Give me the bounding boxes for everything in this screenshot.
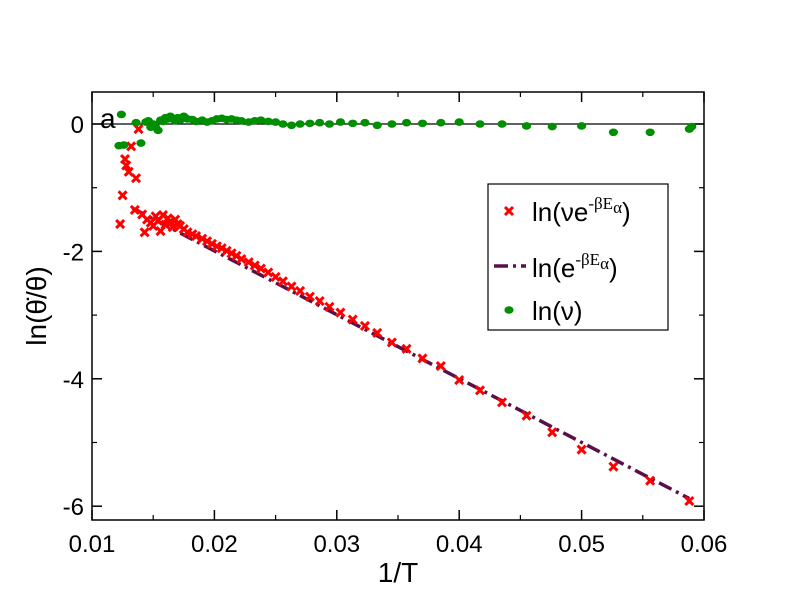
x-tick-label: 0.01 — [69, 531, 116, 558]
red-cross-point — [372, 327, 383, 338]
green-dot-point — [687, 122, 697, 131]
series-rate-crosses — [115, 124, 695, 507]
green-dot-point — [335, 118, 346, 126]
red-cross-point — [645, 475, 656, 486]
green-dot-point — [136, 139, 146, 147]
red-cross-point — [335, 307, 346, 318]
fit-line-segment — [131, 206, 691, 501]
x-tick-label: 0.05 — [558, 531, 605, 558]
green-dot-point — [236, 117, 246, 125]
red-cross-point — [547, 427, 558, 438]
green-dot-point — [315, 118, 325, 127]
red-cross-point — [286, 281, 297, 292]
red-cross-point — [270, 271, 281, 282]
y-tick-label: 0 — [71, 112, 84, 139]
green-dot-point — [577, 122, 587, 130]
legend: ln(νe-βEα) ln(e-βEα) ln(ν) — [487, 183, 669, 331]
legend-box — [487, 183, 669, 331]
green-dot-point — [116, 110, 126, 119]
red-cross-point — [117, 190, 128, 201]
x-tick-label: 0.02 — [191, 531, 238, 558]
green-dot-point — [153, 126, 163, 135]
red-cross-point — [129, 204, 140, 216]
green-dot-point — [256, 116, 266, 124]
green-dot-point — [119, 141, 129, 149]
red-cross-point — [496, 397, 508, 408]
red-cross-point — [474, 385, 486, 396]
red-cross-point — [684, 496, 695, 507]
green-dot-point — [360, 118, 370, 127]
series-fit-line — [131, 206, 691, 501]
y-tick-label: -4 — [63, 367, 84, 394]
green-dot-point — [417, 119, 428, 128]
green-dot-point — [547, 122, 557, 131]
green-dot-point — [263, 117, 273, 126]
red-cross-point — [263, 267, 274, 278]
x-tick-label: 0.06 — [681, 531, 728, 558]
green-dot-point — [324, 120, 335, 128]
green-dot-point — [608, 128, 619, 137]
legend-dot-marker — [504, 306, 514, 314]
green-dot-point — [278, 120, 288, 128]
red-cross-point — [417, 353, 428, 364]
x-axis: 0.01 0.02 0.03 0.04 0.05 0.06 — [69, 92, 728, 558]
legend-rate-label: ln(νe-βEα) — [532, 194, 631, 227]
red-cross-point — [576, 444, 587, 455]
data-series — [114, 110, 697, 507]
red-cross-point — [236, 253, 247, 265]
x-axis-label: 1/T — [378, 557, 418, 588]
green-dot-point — [475, 120, 485, 128]
green-dot-point — [131, 118, 141, 127]
red-cross-point — [608, 461, 619, 472]
y-axis-label: ln(θ̇/θ) — [21, 266, 52, 345]
red-cross-point — [304, 291, 315, 302]
red-cross-point — [314, 296, 325, 307]
series-prefactor-dots — [114, 110, 697, 150]
y-tick-label: -6 — [63, 494, 84, 521]
green-dot-point — [271, 118, 281, 126]
green-dot-point — [295, 120, 305, 128]
red-cross-point — [401, 343, 412, 354]
red-cross-point — [386, 337, 397, 348]
green-dot-point — [401, 118, 412, 127]
red-cross-point — [115, 218, 126, 230]
green-dot-point — [454, 118, 464, 126]
red-cross-point — [324, 301, 335, 312]
green-dot-point — [348, 119, 358, 128]
red-cross-point — [249, 260, 260, 271]
red-cross-point — [277, 276, 289, 287]
green-dot-point — [305, 119, 315, 128]
legend-cross-marker — [503, 205, 515, 217]
legend-fit-label: ln(e-βEα) — [532, 250, 618, 283]
red-cross-point — [454, 375, 465, 386]
red-cross-point — [521, 410, 532, 421]
legend-prefactor-label: ln(ν) — [532, 296, 583, 326]
green-dot-point — [387, 120, 397, 128]
green-dot-point — [372, 121, 382, 130]
red-cross-point — [255, 263, 266, 274]
red-cross-point — [121, 160, 132, 171]
panel-label: a — [100, 103, 116, 134]
red-cross-point — [190, 231, 202, 242]
red-cross-point — [295, 285, 306, 296]
x-tick-label: 0.03 — [313, 531, 360, 558]
green-dot-point — [521, 122, 532, 130]
red-cross-point — [131, 173, 142, 184]
red-cross-point — [435, 360, 446, 372]
red-cross-point — [243, 257, 254, 268]
green-dot-point — [645, 128, 655, 137]
y-tick-label: -2 — [63, 239, 84, 266]
red-cross-point — [139, 227, 150, 238]
red-cross-point — [347, 314, 358, 325]
red-cross-point — [359, 320, 371, 331]
green-dot-point — [436, 118, 446, 127]
red-cross-point — [123, 166, 134, 177]
y-axis: 0 -2 -4 -6 — [63, 112, 704, 521]
green-dot-point — [286, 121, 297, 130]
red-cross-point — [126, 141, 137, 152]
x-tick-label: 0.04 — [436, 531, 483, 558]
green-dot-point — [497, 120, 507, 128]
